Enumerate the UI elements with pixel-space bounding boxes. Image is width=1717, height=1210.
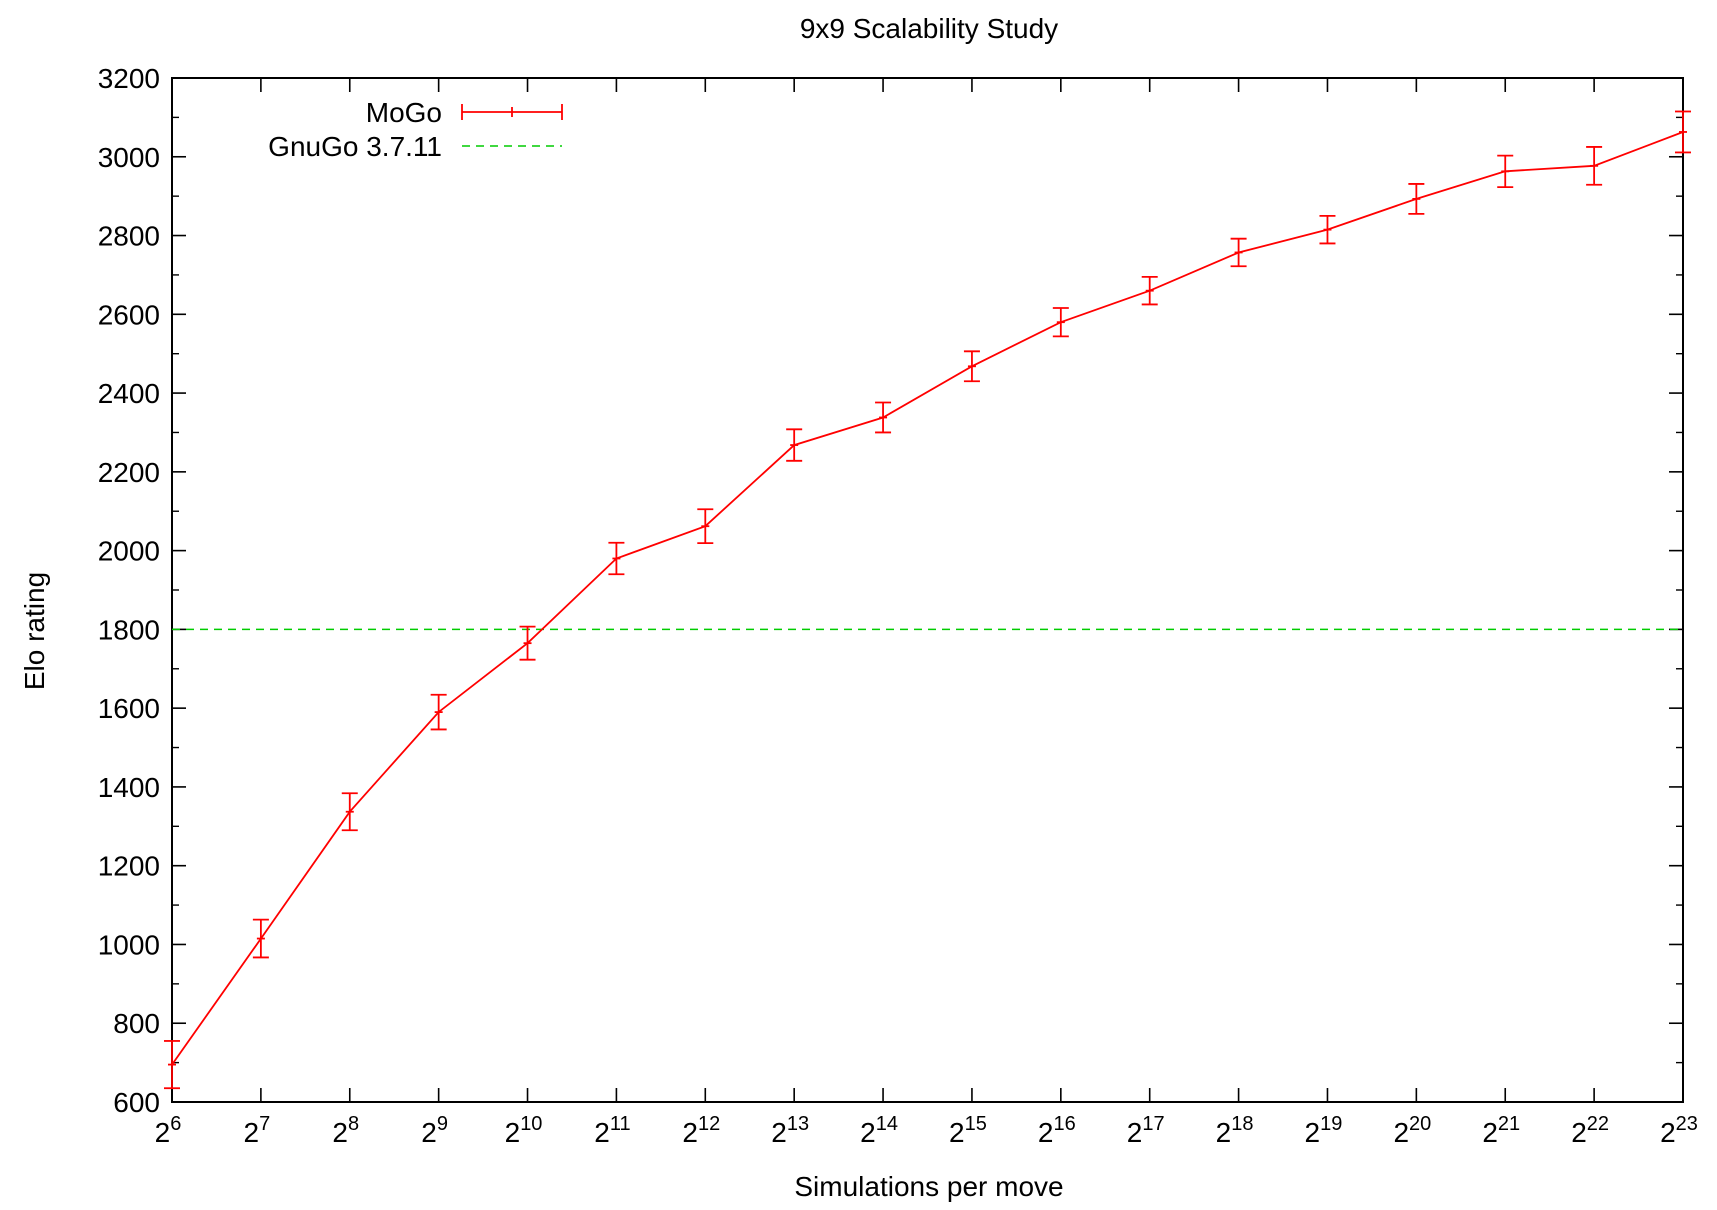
mogo-errorbar [963,350,980,383]
x-tick-label: 221 [1482,1113,1520,1148]
mogo-errorbar [341,792,358,832]
y-tick-label: 1800 [98,614,160,645]
mogo-errorbar [164,1040,180,1090]
x-tick-label: 26 [155,1113,182,1148]
mogo-errorbar [519,625,536,661]
y-tick-label: 1600 [98,693,160,724]
plot-area: 600 800 1000 1200 1400 1600 1800 2000 2200 2400 26… [98,63,1698,1148]
x-tick-label: 210 [505,1113,543,1148]
legend-label-mogo: MoGo [366,97,442,128]
y-tick-label: 2000 [98,536,160,567]
x-tick-label: 222 [1571,1113,1609,1148]
y-tick-label: 2600 [98,299,160,330]
x-tick-label: 214 [860,1113,898,1148]
x-tick-label: 212 [682,1113,720,1148]
x-tick-label: 216 [1038,1113,1076,1148]
chart-title: 9x9 Scalability Study [800,13,1058,44]
mogo-errorbar [1586,146,1603,186]
x-tick-label: 29 [421,1113,448,1148]
series-mogo-line [171,131,1684,1066]
y-tick-label: 800 [113,1008,160,1039]
legend-label-gnugo: GnuGo 3.7.11 [268,131,442,162]
x-tick-label: 28 [332,1113,359,1148]
x-tick-label: 220 [1393,1113,1431,1148]
legend-swatch-mogo [461,104,563,120]
mogo-errorbar [786,428,803,462]
y-tick-label: 2200 [98,457,160,488]
mogo-errorbar [1319,214,1336,245]
y-tick-label: 1400 [98,772,160,803]
x-tick-label: 217 [1127,1113,1165,1148]
mogo-errorbar [430,693,447,731]
y-tick-label: 1200 [98,851,160,882]
y-tick-label: 600 [113,1087,160,1118]
mogo-errorbar [1230,237,1247,268]
mogo-errorbar [1408,183,1425,215]
mogo-errorbar [1497,154,1514,188]
mogo-errorbar [875,401,892,434]
mogo-errorbar [697,508,714,545]
y-tick-label: 3000 [98,142,160,173]
x-tick-label: 223 [1660,1113,1698,1148]
x-tick-label: 213 [771,1113,809,1148]
mogo-errorbar [1141,275,1158,306]
x-tick-label: 218 [1216,1113,1254,1148]
mogo-errorbar [252,918,269,959]
x-tick-label: 215 [949,1113,987,1148]
x-tick-label: 211 [594,1113,630,1148]
y-tick-label: 3200 [98,63,160,94]
mogo-errorbar [608,541,625,576]
x-tick-label: 219 [1305,1113,1343,1148]
mogo-errorbar [1052,307,1069,338]
x-tick-label: 27 [244,1113,271,1148]
y-tick-label: 1000 [98,929,160,960]
y-tick-label: 2800 [98,221,160,252]
mogo-errorbar [1675,110,1691,154]
y-tick-label: 2400 [98,378,160,409]
x-axis-title: Simulations per move [794,1171,1063,1202]
plot-frame [171,77,1684,1103]
y-axis-title: Elo rating [19,572,50,690]
